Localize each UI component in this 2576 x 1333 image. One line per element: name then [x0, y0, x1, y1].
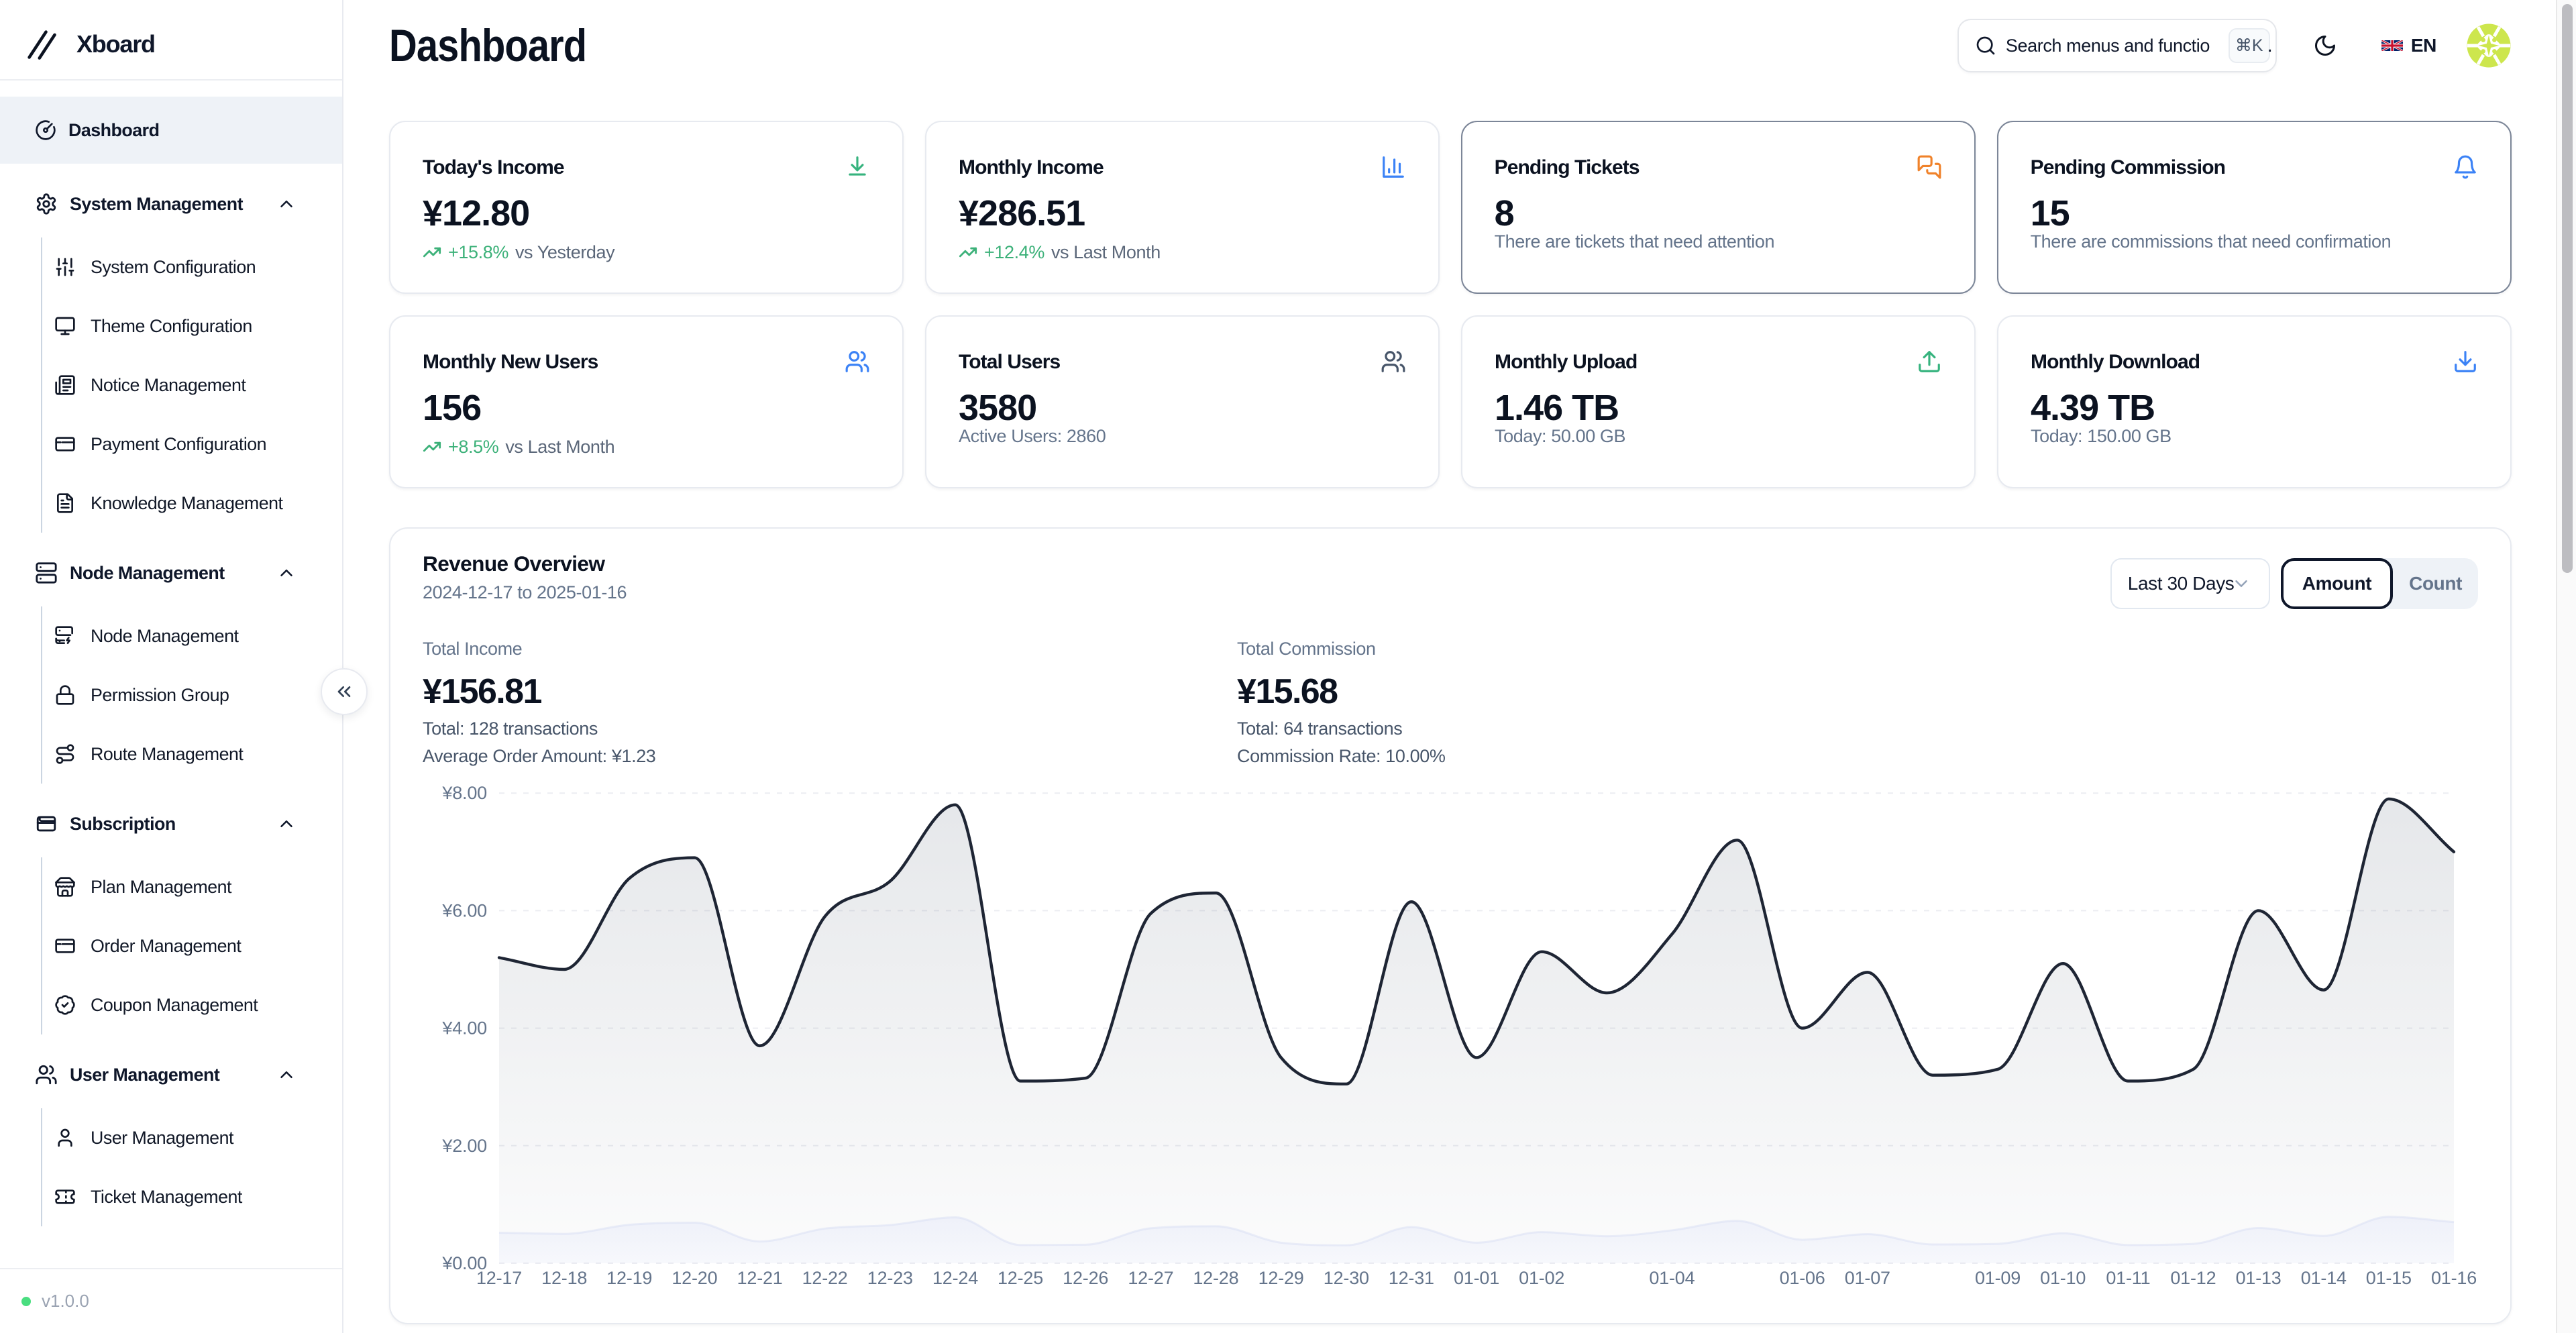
svg-text:¥4.00: ¥4.00	[441, 1018, 487, 1038]
svg-text:12-19: 12-19	[606, 1268, 652, 1288]
svg-text:01-13: 01-13	[2236, 1268, 2282, 1288]
svg-text:01-06: 01-06	[1780, 1268, 1825, 1288]
svg-text:¥8.00: ¥8.00	[441, 783, 487, 803]
svg-text:01-10: 01-10	[2040, 1268, 2086, 1288]
svg-text:01-12: 01-12	[2170, 1268, 2216, 1288]
svg-text:12-31: 12-31	[1389, 1268, 1434, 1288]
svg-text:01-04: 01-04	[1649, 1268, 1695, 1288]
svg-text:12-22: 12-22	[802, 1268, 848, 1288]
svg-text:12-23: 12-23	[867, 1268, 913, 1288]
svg-text:01-11: 01-11	[2106, 1268, 2150, 1288]
svg-text:12-21: 12-21	[737, 1268, 783, 1288]
svg-text:01-01: 01-01	[1454, 1268, 1499, 1288]
svg-text:01-07: 01-07	[1845, 1268, 1890, 1288]
svg-text:12-30: 12-30	[1324, 1268, 1369, 1288]
svg-text:01-15: 01-15	[2366, 1268, 2412, 1288]
svg-text:¥0.00: ¥0.00	[441, 1253, 487, 1273]
svg-text:¥2.00: ¥2.00	[441, 1136, 487, 1156]
svg-text:12-24: 12-24	[932, 1268, 978, 1288]
svg-text:12-26: 12-26	[1063, 1268, 1108, 1288]
svg-text:12-20: 12-20	[672, 1268, 717, 1288]
svg-text:12-28: 12-28	[1193, 1268, 1238, 1288]
svg-text:12-27: 12-27	[1128, 1268, 1173, 1288]
svg-text:12-25: 12-25	[998, 1268, 1043, 1288]
svg-text:12-17: 12-17	[476, 1268, 522, 1288]
svg-text:01-02: 01-02	[1519, 1268, 1564, 1288]
svg-text:12-29: 12-29	[1258, 1268, 1304, 1288]
svg-text:01-14: 01-14	[2301, 1268, 2347, 1288]
svg-text:01-09: 01-09	[1975, 1268, 2021, 1288]
svg-text:12-18: 12-18	[541, 1268, 587, 1288]
svg-text:¥6.00: ¥6.00	[441, 900, 487, 920]
svg-text:01-16: 01-16	[2431, 1268, 2477, 1288]
